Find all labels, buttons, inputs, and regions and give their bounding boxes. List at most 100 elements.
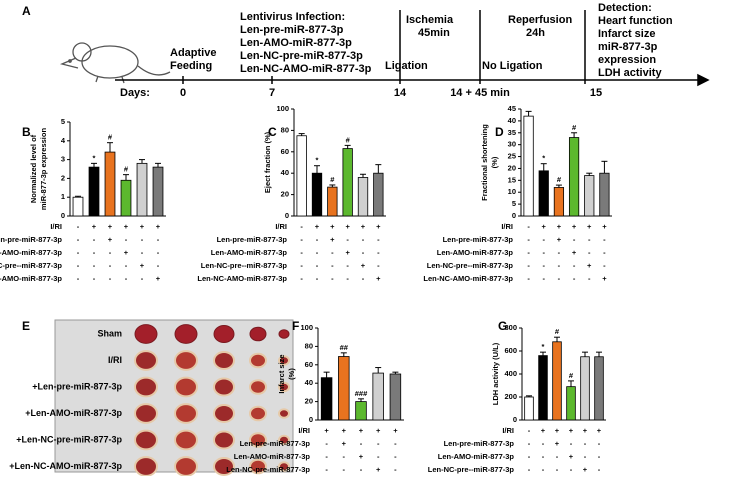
day-label: 0 [180,87,186,99]
row-label: +Len-AMO-miR-877-3p [25,408,122,418]
y-axis-label: LDH activity (U/L) [491,342,500,405]
condition-sign: + [361,261,366,270]
y-tick-label: 3 [61,155,65,164]
bar [152,166,164,217]
condition-sign: - [300,248,303,257]
condition-sign: - [77,222,80,231]
heart [278,329,290,339]
condition-sign: - [93,261,96,270]
y-tick-label: 35 [508,128,516,137]
condition-sign: - [77,248,80,257]
condition-sign: + [557,222,562,231]
timeline-label: Ischemia [406,14,454,26]
condition-sign: + [569,426,574,435]
condition-sign: - [570,465,573,474]
y-tick-label: 20 [281,190,289,199]
condition-sign: + [342,439,347,448]
y-axis-label: Normalized level of [29,134,38,203]
condition-label: I/RI [275,222,287,231]
condition-sign: - [125,235,128,244]
condition-sign: + [602,274,607,283]
condition-sign: - [343,465,346,474]
condition-sign: + [108,235,113,244]
condition-sign: - [588,235,591,244]
condition-sign: - [603,248,606,257]
significance: # [330,175,335,184]
timeline-label: 24h [526,27,545,39]
y-tick-label: 60 [281,147,289,156]
day-label: 14 [394,87,407,99]
panel-label: B [22,125,31,139]
bar [538,355,548,421]
heart [174,324,198,344]
y-tick-label: 100 [300,323,313,332]
condition-sign: - [527,248,530,257]
condition-sign: - [316,248,319,257]
y-tick-label: 20 [508,163,516,172]
condition-sign: + [315,222,320,231]
condition-label: Len-pre-miR-877-3p [0,235,62,244]
significance: # [108,133,113,142]
y-tick-label: 400 [504,369,517,378]
condition-sign: - [527,274,530,283]
panel-label: C [268,125,277,139]
condition-sign: - [598,452,601,461]
condition-sign: - [543,248,546,257]
condition-sign: - [331,248,334,257]
condition-sign: + [542,222,547,231]
bar [311,172,323,217]
condition-label: Len-pre-miR-877-3p [443,235,514,244]
condition-sign: - [316,235,319,244]
row-label: +Len-NC-AMO-miR-877-3p [9,461,122,471]
y-tick-label: 5 [512,199,516,208]
condition-sign: + [359,452,364,461]
y-tick-label: 4 [61,136,66,145]
timeline-label: Adaptive [170,47,216,59]
condition-sign: + [597,426,602,435]
y-tick-label: 40 [305,378,313,387]
row-label: Sham [97,328,122,338]
heart [134,324,158,344]
condition-sign: - [558,274,561,283]
condition-sign: - [394,452,397,461]
condition-sign: - [573,261,576,270]
condition-label: Len-pre-miR-877-3p [240,439,311,448]
condition-sign: + [124,222,129,231]
condition-sign: - [528,439,531,448]
significance: # [124,165,129,174]
condition-sign: - [325,452,328,461]
y-axis-label: (%) [490,156,499,168]
condition-sign: + [587,222,592,231]
condition-sign: - [109,248,112,257]
condition-sign: + [156,222,161,231]
bar [389,373,402,421]
condition-label: Len-NC-pre--miR-877-3p [428,465,515,474]
condition-sign: + [572,248,577,257]
condition-sign: + [330,222,335,231]
condition-sign: - [77,274,80,283]
condition-label: Len-pre-miR-877-3p [444,439,515,448]
condition-sign: - [527,222,530,231]
bar [320,377,333,421]
condition-sign: - [542,465,545,474]
condition-label: Len-pre-miR-877-3p [217,235,288,244]
heart [134,350,158,371]
bar [88,166,100,217]
condition-sign: + [376,465,381,474]
condition-sign: - [125,261,128,270]
condition-sign: + [569,452,574,461]
condition-sign: + [583,426,588,435]
condition-sign: + [541,426,546,435]
condition-sign: + [359,426,364,435]
condition-sign: - [558,248,561,257]
day-label: 15 [590,87,602,99]
heart [213,430,235,450]
bar [599,172,610,217]
bar [338,356,350,421]
y-tick-label: 0 [285,211,289,220]
heart [278,434,290,446]
condition-label: Len-NC-pre--miR-877-3p [0,261,62,270]
y-tick-label: 45 [508,104,516,113]
heart [278,408,290,419]
bar [72,196,84,217]
